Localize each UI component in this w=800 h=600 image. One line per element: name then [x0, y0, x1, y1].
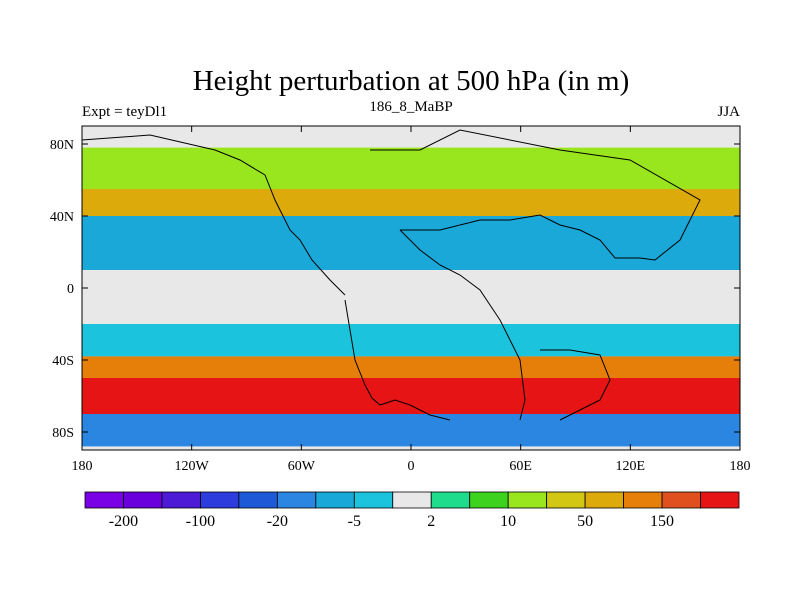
- x-tick-label: 60E: [509, 459, 532, 474]
- coastline-africa: [399, 229, 526, 421]
- field-band: [82, 147, 740, 189]
- colorbar-swatch: [315, 491, 355, 509]
- colorbar-swatch: [430, 491, 471, 509]
- colorbar-label: 50: [577, 513, 593, 530]
- coastline-south-america: [344, 299, 451, 421]
- colorbar-swatch: [661, 491, 701, 509]
- x-tick-label: 120E: [616, 459, 646, 474]
- colorbar-swatch: [238, 491, 278, 509]
- colorbar-label: -20: [267, 513, 288, 530]
- y-tick-label: 40N: [50, 210, 74, 225]
- subtitle-left: Expt = teyDl1: [82, 104, 167, 120]
- x-axis: 180 120W 60W 0 60E 120E 180: [72, 126, 751, 474]
- x-tick-label: 120W: [175, 459, 210, 474]
- contour-field: [82, 147, 740, 447]
- colorbar-swatch: [700, 491, 740, 509]
- colorbar-label: 2: [427, 513, 435, 530]
- field-band: [82, 216, 740, 270]
- colorbar-swatch: [392, 491, 432, 509]
- x-tick-label: 60W: [288, 459, 316, 474]
- colorbar-swatch: [469, 491, 509, 509]
- chart-title: Height perturbation at 500 hPa (in m): [193, 65, 630, 97]
- field-band: [82, 189, 740, 216]
- plot-area: [82, 126, 740, 450]
- colorbar: -200 -100 -20 -5 2 10 50 150: [84, 491, 740, 530]
- subtitle-right: JJA: [717, 104, 740, 120]
- subtitle-center: 186_8_MaBP: [369, 99, 452, 115]
- y-tick-label: 40S: [52, 354, 74, 369]
- colorbar-swatch: [200, 491, 240, 509]
- colorbar-label: -5: [348, 513, 361, 530]
- colorbar-swatch: [623, 491, 663, 509]
- colorbar-label: -200: [109, 513, 138, 530]
- field-band: [82, 356, 740, 378]
- field-band: [82, 414, 740, 447]
- colorbar-label: 10: [500, 513, 516, 530]
- field-band: [82, 270, 740, 324]
- x-tick-label: 180: [72, 459, 93, 474]
- field-band: [82, 324, 740, 357]
- colorbar-swatch: [276, 491, 317, 509]
- colorbar-swatch: [161, 491, 201, 509]
- colorbar-swatch: [507, 491, 548, 509]
- colorbar-label: 150: [650, 513, 674, 530]
- x-tick-label: 0: [408, 459, 415, 474]
- colorbar-swatch: [546, 491, 586, 509]
- colorbar-swatch: [584, 491, 624, 509]
- colorbar-swatch: [84, 491, 124, 509]
- y-tick-label: 80N: [50, 138, 74, 153]
- colorbar-swatch: [353, 491, 394, 509]
- y-tick-label: 0: [67, 282, 74, 297]
- colorbar-label: -100: [186, 513, 215, 530]
- coastline-eurasia: [370, 129, 701, 261]
- x-tick-label: 180: [730, 459, 751, 474]
- coastlines: [82, 129, 701, 421]
- coastline-north-america: [82, 134, 346, 296]
- coastline-australia: [540, 349, 611, 421]
- colorbar-swatch: [123, 491, 163, 509]
- field-band: [82, 378, 740, 414]
- y-axis: 80N 40N 0 40S 80S: [50, 138, 740, 441]
- y-tick-label: 80S: [52, 426, 74, 441]
